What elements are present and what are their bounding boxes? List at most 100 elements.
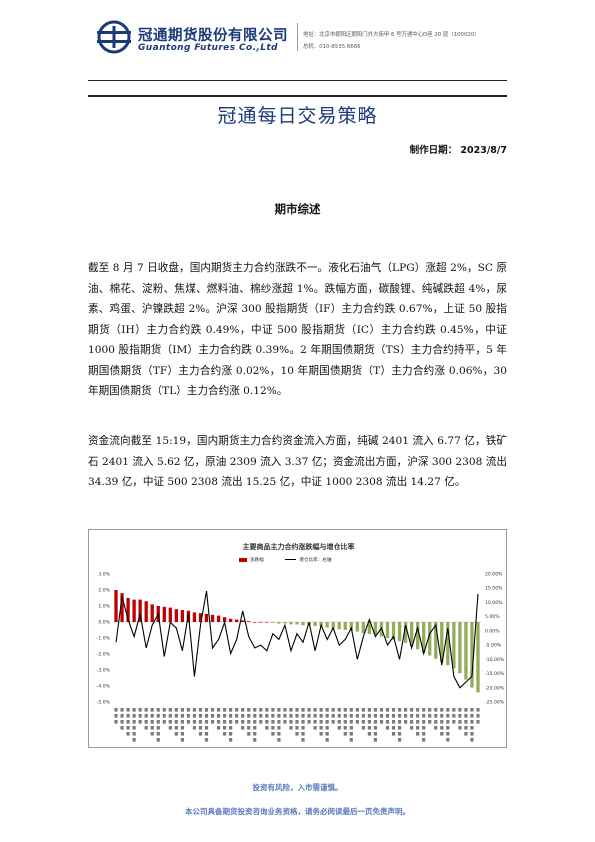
company-phone: 总机：010-8535 6666 [303,44,361,50]
category-label-glyph [325,726,329,730]
chart-bar [391,622,396,640]
category-label-glyph [277,714,281,718]
category-label-glyph [180,714,184,718]
category-label-glyph [325,732,329,736]
category-label-glyph [416,726,420,730]
category-label-glyph [180,720,184,724]
category-label-glyph [391,720,396,724]
category-label-glyph [446,714,450,718]
category-label-glyph [452,708,456,712]
category-label-glyph [216,720,221,724]
category-label-glyph [361,708,365,712]
category-label-glyph [192,714,197,718]
category-label-glyph [446,720,450,724]
category-label-glyph [198,714,203,718]
category-label-glyph [277,726,281,730]
chart-bar [253,622,257,623]
category-label-glyph [271,714,275,718]
category-label-glyph [301,714,305,718]
category-label-glyph [204,732,209,736]
category-label-glyph [277,720,281,724]
category-label-glyph [422,732,426,736]
right-axis-tick-label: 0.00% [485,628,500,634]
category-label-glyph [434,708,438,712]
category-label-glyph [114,720,118,724]
chart-bar [228,618,233,622]
chart-bar [289,622,293,625]
category-label-glyph [186,720,191,724]
category-label-glyph [349,720,353,724]
category-label-glyph [253,714,257,718]
category-label-glyph [265,726,269,730]
category-label-glyph [253,726,257,730]
category-label-glyph [373,720,378,724]
category-label-glyph [247,726,251,730]
category-label-glyph [120,714,124,718]
category-label-glyph [156,708,160,712]
category-label-glyph [289,708,293,712]
category-label-glyph [301,708,305,712]
category-label-glyph [440,720,444,724]
category-label-glyph [422,708,426,712]
category-label-glyph [385,720,390,724]
category-label-glyph [295,720,299,724]
risk-warning: 投资有风险，入市需谨慎。 [252,783,343,792]
category-label-glyph [289,726,293,730]
category-label-glyph [337,726,341,730]
category-label-glyph [464,732,468,736]
market-summary-paragraph: 截至 8 月 7 日收盘，国内期货主力合约涨跌不一。液化石油气（LPG）涨超 2… [88,262,507,397]
category-label-glyph [241,720,245,724]
chart-bar [409,622,414,646]
category-label-glyph [434,720,438,724]
category-label-glyph [428,708,432,712]
chart-bar [168,607,172,622]
category-label-glyph [162,708,166,712]
category-label-glyph [180,738,184,742]
category-label-glyph [385,708,390,712]
chart-bar [301,622,305,626]
header-rule-top [88,80,507,81]
chart-bar [470,622,474,688]
category-label-glyph [458,708,462,712]
chart-bar [446,622,450,666]
category-label-glyph [458,720,462,724]
category-label-glyph [289,720,293,724]
category-label-glyph [204,738,209,742]
right-axis-tick-label: 10.00% [485,600,503,606]
category-label-glyph [361,720,365,724]
category-label-glyph [343,708,347,712]
category-label-glyph [307,708,311,712]
category-label-glyph [204,714,209,718]
category-label-glyph [410,714,414,718]
category-label-glyph [397,726,402,730]
chart-bar [458,622,462,674]
category-label-glyph [253,708,257,712]
chart-bar [162,606,166,622]
right-axis-tick-label: -15.00% [485,671,505,677]
category-label-glyph [373,726,378,730]
category-label-glyph [126,708,130,712]
category-label-glyph [313,714,317,718]
category-label-glyph [126,726,130,730]
chart-bar [235,619,239,622]
category-label-glyph [126,732,130,736]
chart-bar [349,622,353,631]
right-axis-tick-label: -25.00% [485,700,505,706]
company-name-en: Guantong Futures Co.,Ltd [138,43,278,53]
category-label-glyph [150,714,154,718]
futures-change-chart: 3.0% 2.0% 1.0% 0.0% -1.0% -2.0% -3.0% -4.0% -5.0… [88,529,507,748]
category-label-glyph [192,708,197,712]
category-label-glyph [349,732,353,736]
category-label-glyph [120,720,124,724]
category-label-glyph [223,732,227,736]
category-label-glyph [367,726,371,730]
chart-bar [144,601,148,622]
right-axis-tick-label: 5.00% [485,614,500,620]
category-label-glyph [470,726,474,730]
category-label-glyph [150,726,154,730]
category-label-glyph [168,720,172,724]
category-label-glyph [198,732,203,736]
category-label-glyph [385,714,390,718]
category-label-glyph [325,720,329,724]
category-label-glyph [373,714,378,718]
